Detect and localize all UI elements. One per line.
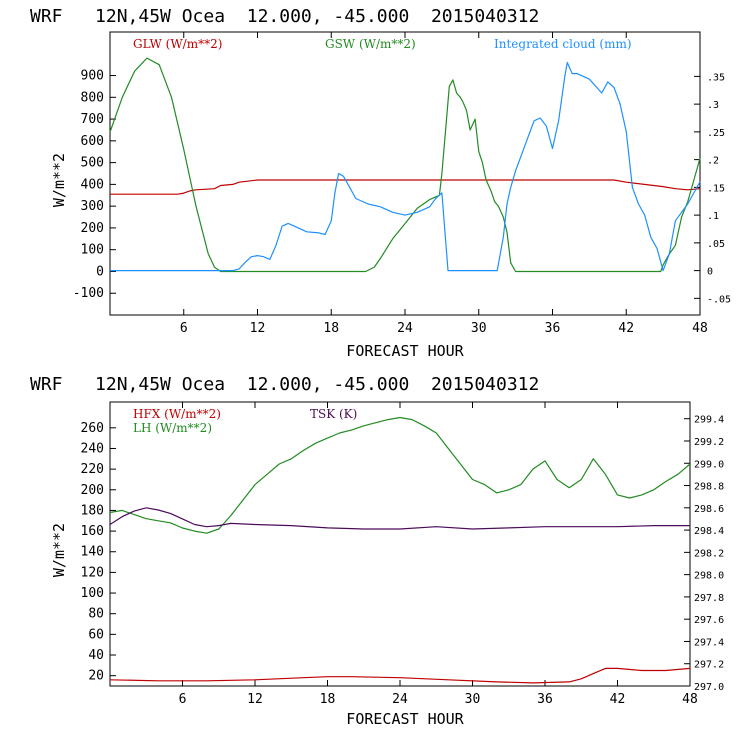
legend-hfx: HFX (W/m**2)	[133, 407, 221, 421]
y2-tick-label: .05	[707, 239, 725, 250]
y2-tick-label: 298.0	[694, 571, 724, 582]
top-y-axis-label: W/m**2	[50, 153, 68, 207]
y-tick-label: 80	[88, 607, 104, 622]
y-tick-label: 800	[81, 90, 104, 105]
x-tick-label: 36	[545, 321, 561, 336]
x-tick-label: 36	[537, 692, 553, 707]
y2-tick-label: 298.4	[694, 526, 724, 537]
y-tick-label: 260	[81, 421, 104, 436]
y2-tick-label: 297.8	[694, 593, 724, 604]
y-tick-label: 300	[81, 199, 104, 214]
x-tick-label: 6	[180, 321, 188, 336]
y-tick-label: 700	[81, 112, 104, 127]
y2-tick-label: -.05	[707, 294, 731, 305]
y2-tick-label: 299.0	[694, 459, 724, 470]
x-tick-label: 48	[682, 692, 698, 707]
y-tick-label: 160	[81, 524, 104, 539]
y-tick-label: 220	[81, 462, 104, 477]
x-tick-label: 30	[465, 692, 481, 707]
y-tick-label: 180	[81, 503, 104, 518]
top-x-axis-label: FORECAST HOUR	[346, 342, 464, 360]
x-tick-label: 30	[471, 321, 487, 336]
x-tick-label: 24	[392, 692, 408, 707]
series-line-gsw	[109, 57, 701, 273]
y2-tick-label: .3	[707, 100, 719, 111]
y-tick-label: 140	[81, 545, 104, 560]
series-line-glw	[110, 179, 701, 195]
x-tick-label: 12	[250, 321, 266, 336]
series-line-tsk	[109, 507, 690, 530]
bottom-x-axis-label: FORECAST HOUR	[346, 710, 464, 728]
y-tick-label: 60	[88, 627, 104, 642]
top-axis-ticks: 6 12 18 24 30 36 42 48 -100 0 100 200 300 400 500 600 70…	[73, 32, 731, 336]
legend-lh: LH (W/m**2)	[133, 421, 212, 435]
y-tick-label: 600	[81, 134, 104, 149]
y2-tick-label: 299.4	[694, 415, 724, 426]
x-tick-label: 24	[397, 321, 413, 336]
legend-gsw: GSW (W/m**2)	[325, 37, 416, 51]
y-tick-label: 200	[81, 221, 104, 236]
y-tick-label: 400	[81, 177, 104, 192]
y-tick-label: 40	[88, 648, 104, 663]
series-line-integrated	[110, 61, 701, 272]
bottom-panel: WRF 12N,45W Ocea 12.000, -45.000 2015040…	[30, 374, 724, 728]
y2-tick-label: 297.0	[694, 682, 724, 693]
y2-tick-label: 298.2	[694, 548, 724, 559]
x-tick-label: 6	[179, 692, 187, 707]
y2-tick-label: 298.8	[694, 482, 724, 493]
y-tick-label: 900	[81, 69, 104, 84]
top-chart-title: WRF 12N,45W Ocea 12.000, -45.000 2015040…	[30, 6, 539, 27]
bottom-axis-ticks: 6 12 18 24 30 36 42 48 20 40 60 80 100 120 140 160 180 20…	[81, 402, 724, 707]
bottom-y-axis-label: W/m**2	[50, 523, 68, 577]
y2-tick-label: 297.6	[694, 615, 724, 626]
y-tick-label: 500	[81, 156, 104, 171]
x-tick-label: 18	[320, 692, 336, 707]
top-panel: WRF 12N,45W Ocea 12.000, -45.000 2015040…	[30, 6, 731, 360]
series-line-hfx	[109, 667, 691, 684]
legend-tsk: TSK (K)	[310, 407, 357, 421]
x-tick-label: 48	[692, 321, 708, 336]
y2-tick-label: .35	[707, 72, 725, 83]
y2-tick-label: .1	[707, 211, 719, 222]
y-tick-label: -100	[73, 286, 104, 301]
y2-tick-label: 298.6	[694, 504, 724, 515]
y2-tick-label: 299.2	[694, 437, 724, 448]
x-tick-label: 42	[610, 692, 626, 707]
y2-tick-label: 297.2	[694, 660, 724, 671]
bottom-chart-title: WRF 12N,45W Ocea 12.000, -45.000 2015040…	[30, 374, 539, 395]
y2-tick-label: .15	[707, 183, 725, 194]
y2-tick-label: .25	[707, 128, 725, 139]
y2-tick-label: 297.4	[694, 637, 724, 648]
series-line-lh	[109, 416, 691, 534]
y-tick-label: 100	[81, 586, 104, 601]
bottom-series-lines	[109, 416, 691, 684]
top-series-lines	[109, 57, 701, 273]
x-tick-label: 18	[323, 321, 339, 336]
x-tick-label: 42	[618, 321, 634, 336]
y-tick-label: 200	[81, 483, 104, 498]
y2-tick-label: .2	[707, 156, 719, 167]
legend-glw: GLW (W/m**2)	[133, 37, 222, 51]
y-tick-label: 240	[81, 441, 104, 456]
top-plot-frame	[109, 31, 701, 316]
y2-tick-label: 0	[707, 267, 713, 278]
y-tick-label: 120	[81, 565, 104, 580]
y-tick-label: 100	[81, 243, 104, 258]
y-tick-label: 0	[96, 264, 104, 279]
x-tick-label: 12	[247, 692, 263, 707]
legend-cloud: Integrated cloud (mm)	[494, 37, 632, 51]
y-tick-label: 20	[88, 669, 104, 684]
bottom-plot-frame	[109, 401, 691, 687]
